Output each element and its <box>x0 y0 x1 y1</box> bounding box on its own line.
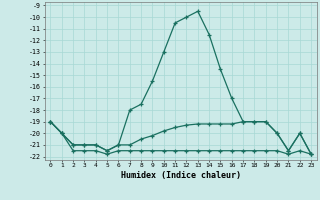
X-axis label: Humidex (Indice chaleur): Humidex (Indice chaleur) <box>121 171 241 180</box>
